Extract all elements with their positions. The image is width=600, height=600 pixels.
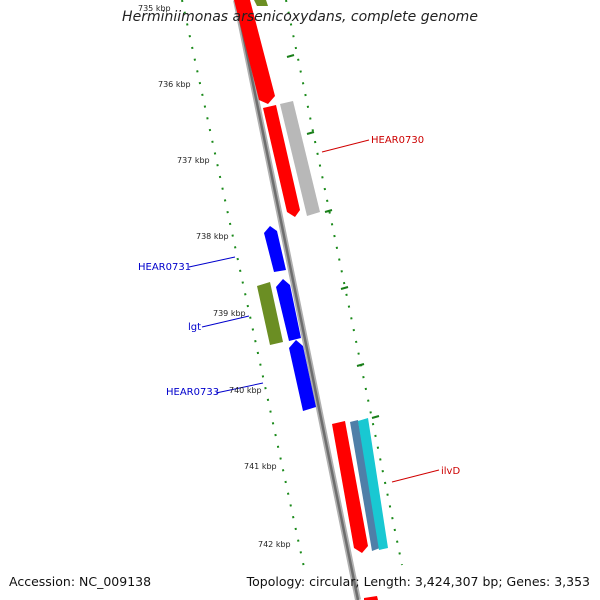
tick-label-739: 739 kbp	[213, 309, 246, 318]
tick-label-736: 736 kbp	[158, 80, 191, 89]
tick-label-735: 735 kbp	[138, 4, 171, 13]
tick-label-740: 740 kbp	[229, 386, 262, 395]
gene-arrow-hear0730[interactable]	[280, 101, 320, 216]
gene-features	[234, 0, 388, 600]
gene-label-ilvd[interactable]: ilvD	[441, 466, 460, 477]
topology-summary: Topology: circular; Length: 3,424,307 bp…	[246, 574, 590, 589]
gene-arrow-ilvd[interactable]	[358, 418, 388, 550]
gene-arrow-hear0731[interactable]	[264, 226, 286, 272]
tick-label-737: 737 kbp	[177, 156, 210, 165]
gene-label-lgt[interactable]: lgt	[188, 322, 201, 333]
tick-label-742: 742 kbp	[258, 540, 291, 549]
gene-arrow-hear0733[interactable]	[289, 340, 316, 411]
gene-arrow-red-2[interactable]	[263, 105, 300, 217]
outer-ruler-ticks	[285, 0, 403, 566]
tick-label-741: 741 kbp	[244, 462, 277, 471]
gene-leader-lines	[188, 139, 440, 483]
tick-label-738: 738 kbp	[196, 232, 229, 241]
gene-arrow-steelblue[interactable]	[350, 420, 380, 551]
gene-arrow-red-bottom[interactable]	[364, 596, 378, 600]
outer-major-ticks	[286, 54, 380, 419]
kbp-tick-labels: 735 kbp 736 kbp 737 kbp 738 kbp 739 kbp …	[138, 4, 291, 549]
gene-arrow-red-3[interactable]	[332, 421, 368, 553]
gene-label-hear0731[interactable]: HEAR0731	[138, 262, 191, 273]
inner-ruler-ticks	[181, 0, 306, 573]
genome-backbone-core	[234, 0, 360, 600]
gene-name-labels: HEAR0730 HEAR0731 lgt HEAR0733 ilvD	[138, 135, 460, 477]
gene-arrow-olive-top[interactable]	[254, 0, 268, 6]
gene-label-hear0730[interactable]: HEAR0730	[371, 135, 424, 146]
map-title: Herminiimonas arsenicoxydans, complete g…	[122, 9, 478, 25]
gene-arrow-red-1[interactable]	[234, 0, 275, 104]
accession-text: Accession: NC_009138	[9, 574, 152, 589]
gene-arrow-blue-2[interactable]	[276, 279, 301, 341]
gene-label-hear0733[interactable]: HEAR0733	[166, 387, 219, 398]
gene-arrow-lgt[interactable]	[257, 282, 283, 345]
